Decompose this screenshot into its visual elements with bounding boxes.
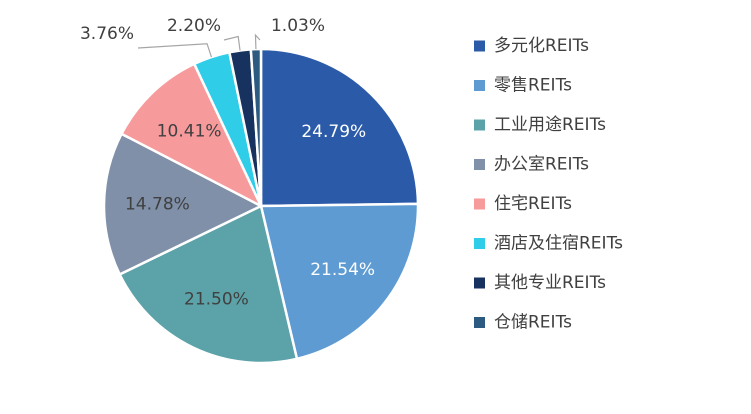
leader-lines [137, 33, 261, 58]
data-label-6: 3.76% [80, 24, 134, 44]
data-label-1: 24.79% [301, 122, 366, 142]
pie-slice-1 [259, 47, 420, 208]
legend: 多元化REITs 零售REITs 工业用途REITs 办公室REITs 住宅REITs 酒… [474, 36, 623, 333]
legend-item-5: 住宅REITs [474, 194, 572, 214]
leader-line-8 [254, 33, 261, 50]
leader-line-6 [137, 43, 213, 58]
pie-slice-4 [102, 132, 263, 276]
legend-swatch-8 [474, 317, 485, 328]
legend-label-8: 仓储REITs [494, 313, 572, 333]
legend-label-4: 办公室REITs [494, 155, 589, 175]
legend-label-7: 其他专业REITs [494, 273, 606, 293]
legend-swatch-7 [474, 277, 485, 289]
legend-swatch-2 [474, 80, 485, 91]
legend-item-2: 零售REITs [474, 76, 572, 96]
pie-slice-5 [120, 62, 263, 208]
legend-swatch-4 [474, 159, 485, 170]
legend-item-7: 其他专业REITs [474, 273, 606, 293]
data-label-2: 21.54% [310, 260, 375, 280]
legend-item-3: 工业用途REITs [474, 115, 606, 135]
legend-swatch-5 [474, 198, 485, 210]
leader-line-7 [223, 35, 241, 51]
data-label-4: 14.78% [125, 195, 190, 215]
data-label-8: 1.03% [271, 16, 325, 36]
data-labels: 24.79% 21.54% 21.50% 14.78% 10.41% 3.76% 2.20%… [80, 16, 375, 310]
legend-label-6: 酒店及住宿REITs [494, 234, 623, 254]
data-label-3: 21.50% [184, 290, 249, 310]
data-label-5: 10.41% [157, 121, 222, 141]
legend-label-2: 零售REITs [494, 76, 572, 96]
legend-item-8: 仓储REITs [474, 313, 572, 333]
pie-slice-8 [249, 47, 263, 208]
data-label-7: 2.20% [167, 16, 221, 36]
legend-swatch-1 [474, 40, 485, 52]
legend-label-5: 住宅REITs [494, 194, 572, 214]
legend-label-3: 工业用途REITs [494, 115, 606, 135]
legend-item-6: 酒店及住宿REITs [474, 234, 623, 254]
legend-label-1: 多元化REITs [494, 36, 589, 56]
legend-swatch-6 [474, 238, 485, 249]
legend-item-4: 办公室REITs [474, 155, 589, 175]
pie-slice-3 [118, 204, 299, 365]
pie-slice-2 [259, 202, 420, 361]
legend-swatch-3 [474, 119, 485, 131]
legend-item-1: 多元化REITs [474, 36, 589, 56]
